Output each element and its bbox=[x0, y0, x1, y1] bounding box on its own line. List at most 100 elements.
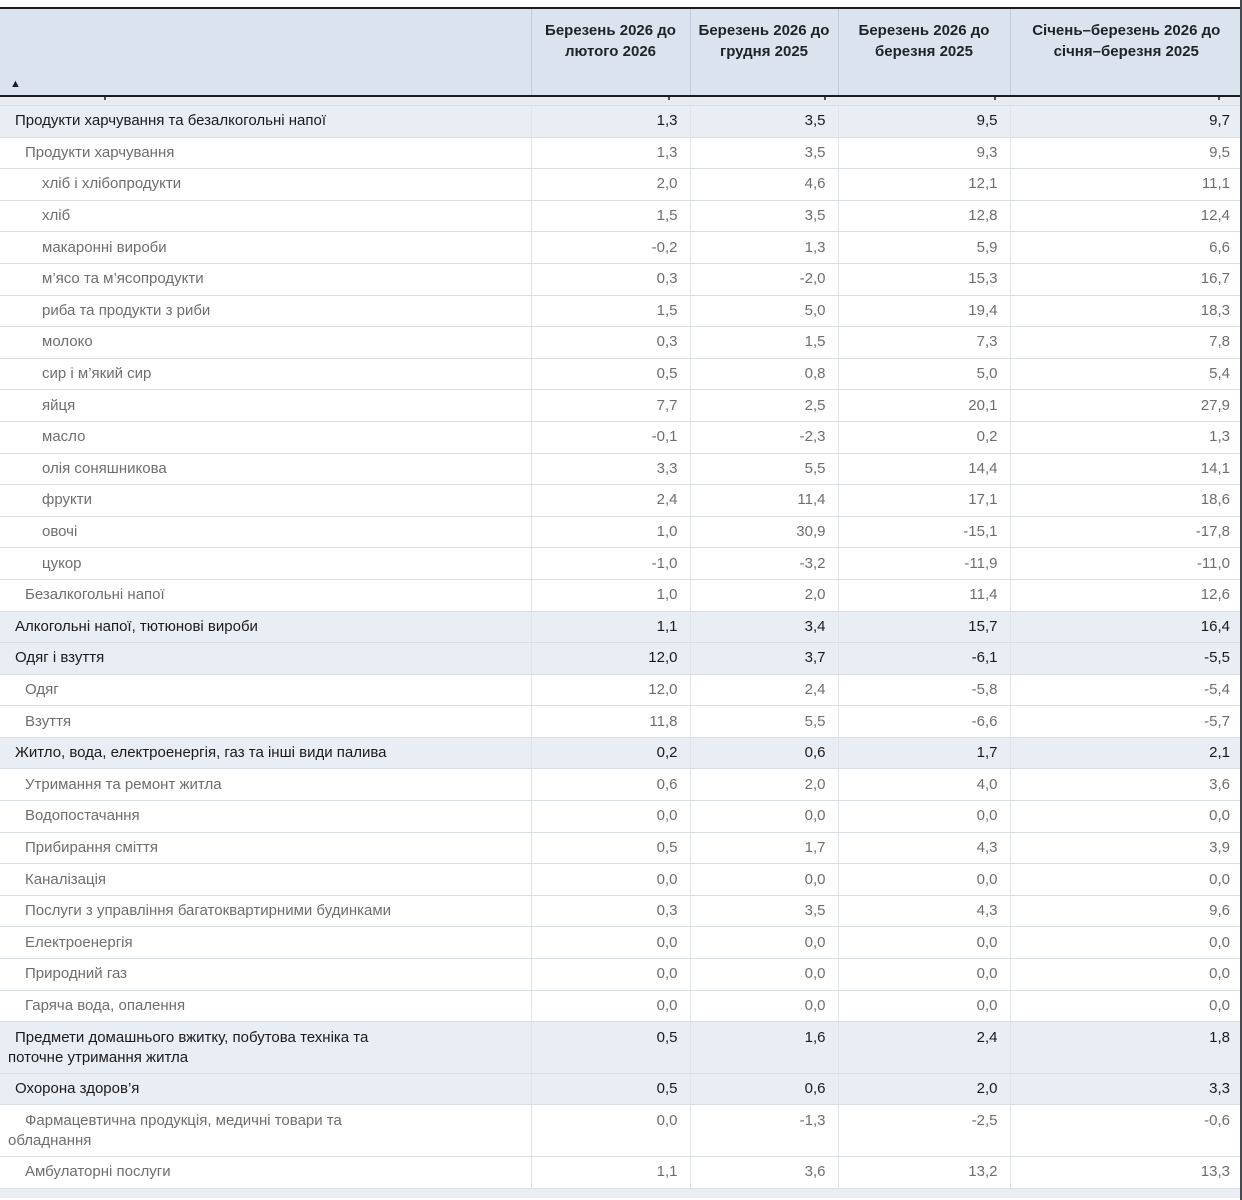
value-cell: 5,0 bbox=[837, 358, 1010, 391]
value-cell: 3,3 bbox=[530, 453, 690, 486]
row-label: риба та продукти з риби bbox=[0, 295, 531, 328]
value-cell: 1,3 bbox=[1009, 421, 1240, 454]
value-cell: 0,6 bbox=[689, 737, 838, 770]
value-cell: -0,1 bbox=[530, 421, 690, 454]
table-row-clipped-bottom bbox=[0, 1188, 1240, 1199]
row-label: Предмети домашнього вжитку, побутова тех… bbox=[0, 1021, 531, 1074]
value-cell: 5,0 bbox=[689, 295, 838, 328]
table-row: Фармацевтична продукція, медичні товари … bbox=[0, 1104, 1240, 1157]
value-cell: 0,3 bbox=[530, 326, 690, 359]
table-row: Охорона здоров’я 0,5 0,6 2,0 3,3 bbox=[0, 1073, 1240, 1106]
clipped-glyph-marks bbox=[0, 97, 1240, 105]
value-cell: 6,6 bbox=[1009, 231, 1240, 264]
value-cell: 2,1 bbox=[1009, 737, 1240, 770]
table-row: макаронні вироби -0,2 1,3 5,9 6,6 bbox=[0, 231, 1240, 264]
value-cell: 0,0 bbox=[837, 958, 1010, 991]
value-cell: 0,0 bbox=[530, 800, 690, 833]
table-row: Послуги з управління багатоквартирними б… bbox=[0, 895, 1240, 928]
row-label: Продукти харчування bbox=[0, 137, 531, 170]
column-header-month-vs-prev-month[interactable]: Березень 2026 до лютого 2026 bbox=[530, 7, 690, 97]
value-cell: 0,8 bbox=[689, 358, 838, 391]
value-cell: 5,5 bbox=[689, 453, 838, 486]
value-cell: 0,0 bbox=[1009, 863, 1240, 896]
table-row: Предмети домашнього вжитку, побутова тех… bbox=[0, 1021, 1240, 1074]
row-label: Одяг bbox=[0, 674, 531, 707]
value-cell: 19,4 bbox=[837, 295, 1010, 328]
value-cell: 0,0 bbox=[689, 926, 838, 960]
value-cell: 4,3 bbox=[837, 832, 1010, 865]
value-cell: 0,5 bbox=[530, 1073, 690, 1106]
value-cell: 0,0 bbox=[837, 990, 1010, 1023]
value-cell: 12,0 bbox=[530, 674, 690, 707]
value-cell: 1,0 bbox=[530, 516, 690, 549]
value-cell: 1,7 bbox=[689, 832, 838, 865]
row-label: цукор bbox=[0, 547, 531, 580]
table-row: Продукти харчування 1,3 3,5 9,3 9,5 bbox=[0, 137, 1240, 170]
value-cell: 0,2 bbox=[837, 421, 1010, 454]
value-cell: -5,4 bbox=[1009, 674, 1240, 707]
value-cell: 20,1 bbox=[837, 389, 1010, 422]
row-label: Житло, вода, електроенергія, газ та інші… bbox=[0, 737, 531, 770]
value-cell: 0,0 bbox=[689, 958, 838, 991]
value-cell: 2,0 bbox=[530, 168, 690, 201]
value-cell: 9,3 bbox=[837, 137, 1010, 170]
value-cell: 12,1 bbox=[837, 168, 1010, 201]
table-row: сир і м’який сир 0,5 0,8 5,0 5,4 bbox=[0, 358, 1240, 391]
table-row: Гаряча вода, опалення 0,0 0,0 0,0 0,0 bbox=[0, 990, 1240, 1023]
table-row: Прибирання сміття 0,5 1,7 4,3 3,9 bbox=[0, 832, 1240, 865]
clipped-row-remnant bbox=[0, 1188, 1240, 1199]
value-cell: 9,7 bbox=[1009, 105, 1240, 138]
value-cell: -5,8 bbox=[837, 674, 1010, 707]
value-cell: 13,3 bbox=[1009, 1156, 1240, 1189]
value-cell: 3,3 bbox=[1009, 1073, 1240, 1106]
column-header-month-vs-year-ago[interactable]: Березень 2026 до березня 2025 bbox=[837, 7, 1010, 97]
table-row: молоко 0,3 1,5 7,3 7,8 bbox=[0, 326, 1240, 359]
row-label: Амбулаторні послуги bbox=[0, 1156, 531, 1189]
sort-ascending-icon: ▲ bbox=[10, 78, 21, 90]
value-cell: 3,4 bbox=[689, 611, 838, 644]
table-row: м’ясо та м’ясопродукти 0,3 -2,0 15,3 16,7 bbox=[0, 263, 1240, 296]
column-header-row-labels[interactable]: ▲ bbox=[0, 7, 531, 97]
value-cell: -2,0 bbox=[689, 263, 838, 296]
value-cell: -5,7 bbox=[1009, 705, 1240, 738]
value-cell: -0,6 bbox=[1009, 1104, 1240, 1157]
header-row: ▲ Березень 2026 до лютого 2026 Березень … bbox=[0, 7, 1240, 97]
value-cell: 4,6 bbox=[689, 168, 838, 201]
value-cell: 12,6 bbox=[1009, 579, 1240, 612]
value-cell: 2,4 bbox=[689, 674, 838, 707]
row-label: хліб bbox=[0, 200, 531, 233]
value-cell: -5,5 bbox=[1009, 642, 1240, 675]
value-cell: 3,5 bbox=[689, 105, 838, 138]
value-cell: 12,4 bbox=[1009, 200, 1240, 233]
row-label: Каналізація bbox=[0, 863, 531, 896]
column-header-month-vs-december[interactable]: Березень 2026 до грудня 2025 bbox=[689, 7, 838, 97]
value-cell: -0,2 bbox=[530, 231, 690, 264]
value-cell: 2,4 bbox=[837, 1021, 1010, 1074]
value-cell: 3,9 bbox=[1009, 832, 1240, 865]
table-container: ▲ Березень 2026 до лютого 2026 Березень … bbox=[0, 7, 1240, 1199]
value-cell: 11,1 bbox=[1009, 168, 1240, 201]
value-cell: 0,0 bbox=[1009, 958, 1240, 991]
value-cell: 18,3 bbox=[1009, 295, 1240, 328]
row-label: Водопостачання bbox=[0, 800, 531, 833]
table-row: Утримання та ремонт житла 0,6 2,0 4,0 3,6 bbox=[0, 768, 1240, 802]
value-cell: -11,0 bbox=[1009, 547, 1240, 580]
cpi-table: ▲ Березень 2026 до лютого 2026 Березень … bbox=[0, 7, 1240, 1199]
value-cell: 0,6 bbox=[689, 1073, 838, 1106]
value-cell: 14,1 bbox=[1009, 453, 1240, 486]
value-cell: 11,8 bbox=[530, 705, 690, 738]
value-cell: 0,0 bbox=[837, 926, 1010, 960]
table-row: хліб 1,5 3,5 12,8 12,4 bbox=[0, 200, 1240, 233]
value-cell: 2,0 bbox=[689, 768, 838, 802]
row-label: овочі bbox=[0, 516, 531, 549]
row-label: фрукти bbox=[0, 484, 531, 517]
value-cell: 1,6 bbox=[689, 1021, 838, 1074]
row-label: молоко bbox=[0, 326, 531, 359]
table-row: Житло, вода, електроенергія, газ та інші… bbox=[0, 737, 1240, 770]
column-header-period-vs-period[interactable]: Січень–березень 2026 до січня–березня 20… bbox=[1009, 7, 1240, 97]
value-cell: 2,0 bbox=[837, 1073, 1010, 1106]
value-cell: 0,0 bbox=[689, 990, 838, 1023]
value-cell: -1,0 bbox=[530, 547, 690, 580]
value-cell: 5,5 bbox=[689, 705, 838, 738]
row-label: Послуги з управління багатоквартирними б… bbox=[0, 895, 531, 928]
